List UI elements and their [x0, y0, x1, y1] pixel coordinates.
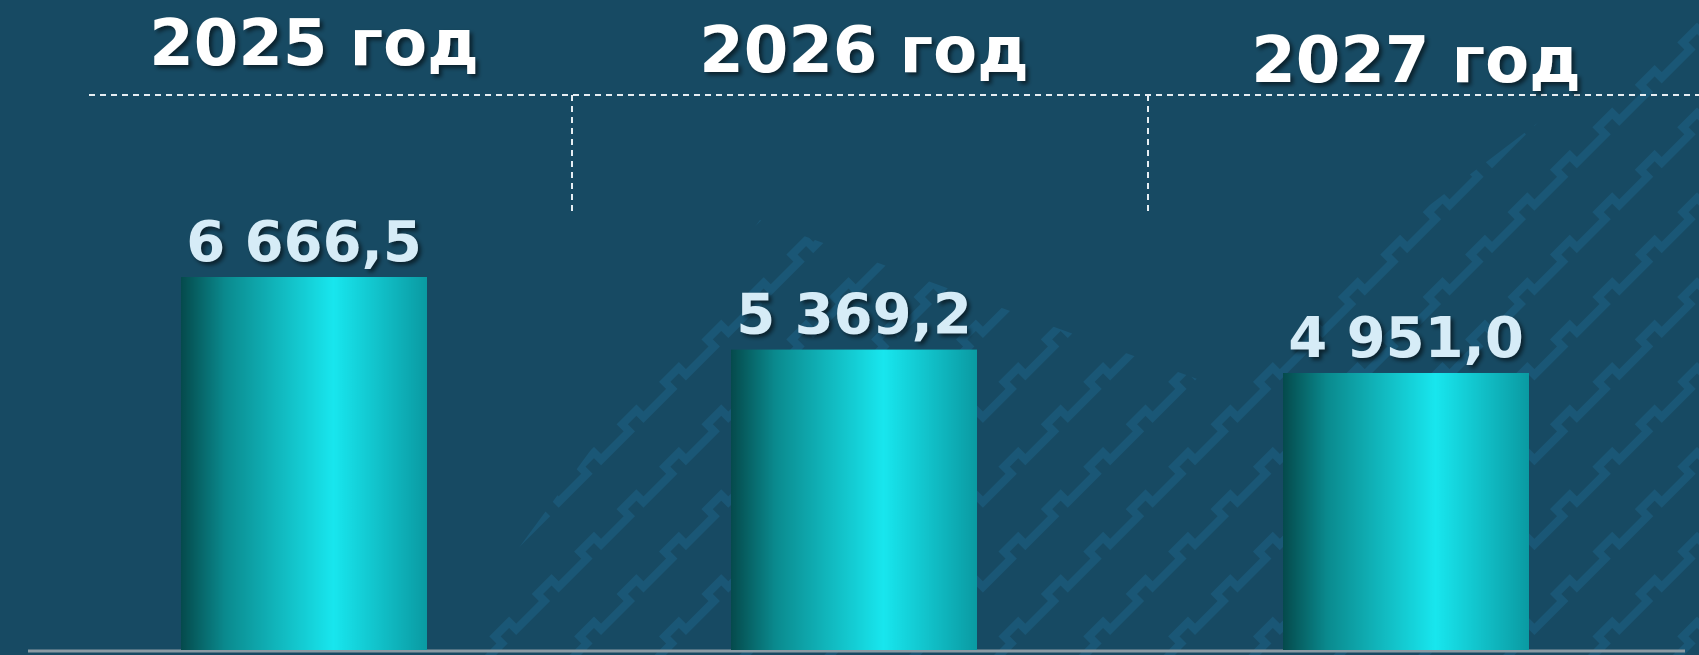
value-label: 5 369,2 [736, 283, 972, 348]
bar [181, 277, 427, 650]
bar [731, 349, 977, 650]
category-label: 2025 год [149, 7, 479, 81]
value-label: 6 666,5 [186, 210, 422, 275]
value-label: 4 951,0 [1288, 306, 1524, 371]
bar [1283, 372, 1529, 650]
category-label: 2027 год [1251, 24, 1581, 98]
category-label: 2026 год [699, 14, 1029, 88]
